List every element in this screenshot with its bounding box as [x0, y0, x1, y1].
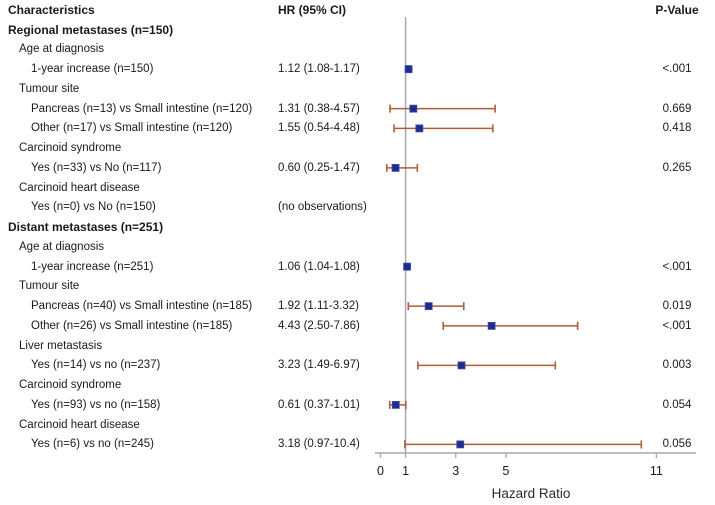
column-header-characteristics: Characteristics	[8, 3, 95, 17]
hr-point-marker	[415, 124, 424, 133]
row-label: Other (n=26) vs Small intestine (n=185)	[31, 319, 233, 332]
p-value: <.001	[662, 260, 692, 273]
hr-point-marker	[487, 321, 496, 330]
p-value: <.001	[662, 319, 692, 332]
row-label: Yes (n=0) vs No (n=150)	[31, 201, 156, 214]
x-axis-title: Hazard Ratio	[491, 486, 571, 501]
x-axis-tick-label: 1	[402, 464, 409, 478]
hr-ci-value: 0.60 (0.25-1.47)	[278, 161, 360, 174]
row-label: 1-year increase (n=150)	[31, 63, 154, 76]
x-axis-tick-label: 0	[377, 464, 384, 478]
column-header-p-value: P-Value	[655, 3, 699, 17]
row-label: Yes (n=33) vs No (n=117)	[31, 161, 162, 174]
hr-ci-value: 3.18 (0.97-10.4)	[278, 438, 360, 451]
hr-point-marker	[456, 440, 465, 449]
row-label: Yes (n=93) vs no (n=158)	[31, 398, 161, 411]
hr-ci-value: 1.06 (1.04-1.08)	[278, 260, 360, 273]
row-label: 1-year increase (n=251)	[31, 260, 154, 273]
hr-ci-value: 1.55 (0.54-4.48)	[278, 122, 360, 135]
p-value: 0.669	[662, 102, 692, 115]
hr-point-marker	[409, 104, 418, 113]
x-axis-tick-label: 3	[452, 464, 459, 478]
row-label: Yes (n=6) vs no (n=245)	[31, 438, 154, 451]
p-value: 0.418	[662, 122, 692, 135]
p-value: 0.003	[662, 359, 692, 372]
x-axis-tick-label: 11	[650, 464, 663, 478]
hr-ci-value: 0.61 (0.37-1.01)	[278, 398, 360, 411]
hr-ci-value: 3.23 (1.49-6.97)	[278, 359, 360, 372]
hr-ci-value: 4.43 (2.50-7.86)	[278, 319, 360, 332]
row-label: Yes (n=14) vs no (n=237)	[31, 359, 161, 372]
row-label: Liver metastasis	[19, 339, 103, 352]
hr-ci-value: (no observations)	[278, 201, 367, 214]
hr-point-marker	[403, 262, 411, 271]
hr-point-marker	[404, 65, 413, 74]
column-header-hr-ci: HR (95% CI)	[278, 3, 347, 17]
hr-point-marker	[424, 302, 433, 311]
hr-ci-value: 1.12 (1.08-1.17)	[278, 63, 360, 76]
row-label: Pancreas (n=13) vs Small intestine (n=12…	[31, 102, 253, 115]
row-label: Pancreas (n=40) vs Small intestine (n=18…	[31, 300, 253, 313]
hr-point-marker	[391, 400, 400, 409]
row-label: Carcinoid syndrome	[19, 142, 122, 155]
p-value: 0.265	[662, 161, 692, 174]
p-value: 0.019	[662, 300, 692, 313]
hr-point-marker	[391, 163, 400, 172]
row-label: Carcinoid heart disease	[19, 181, 140, 194]
row-label: Tumour site	[19, 280, 80, 293]
row-label: Tumour site	[19, 82, 80, 95]
x-axis-tick-label: 5	[502, 464, 509, 478]
row-label: Distant metastases (n=251)	[8, 220, 164, 235]
row-label: Other (n=17) vs Small intestine (n=120)	[31, 122, 233, 135]
row-label: Age at diagnosis	[19, 43, 105, 56]
hr-ci-value: 1.92 (1.11-3.32)	[278, 300, 359, 313]
hr-point-marker	[457, 361, 466, 370]
p-value: 0.054	[662, 398, 692, 411]
row-label: Carcinoid syndrome	[19, 379, 122, 392]
hr-ci-value: 1.31 (0.38-4.57)	[278, 102, 360, 115]
row-label: Regional metastases (n=150)	[8, 22, 174, 37]
p-value: 0.056	[662, 438, 692, 451]
row-label: Carcinoid heart disease	[19, 418, 140, 431]
p-value: <.001	[662, 63, 692, 76]
row-label: Age at diagnosis	[19, 240, 105, 253]
